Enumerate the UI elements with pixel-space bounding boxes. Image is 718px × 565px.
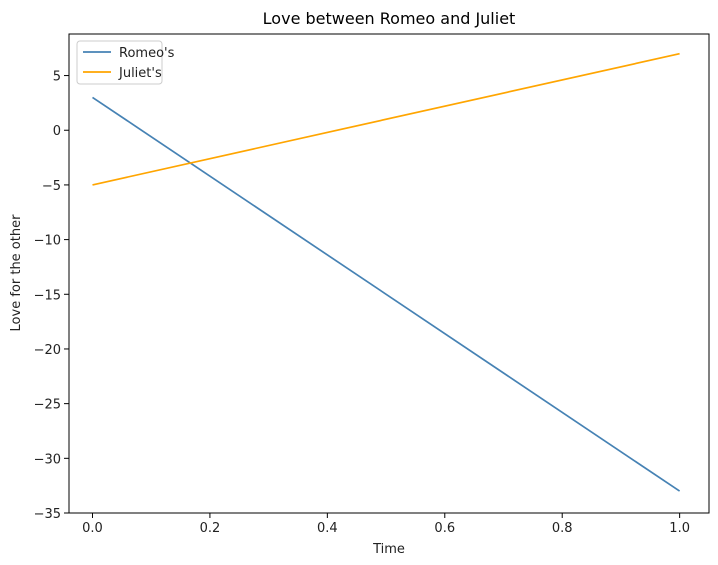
x-tick-label: 1.0: [669, 521, 690, 536]
x-axis-label: Time: [372, 542, 405, 557]
y-tick-label: −20: [34, 343, 61, 358]
y-axis-ticks: −35 −30 −25 −20 −15 −10 −5 0 5: [34, 70, 69, 522]
x-tick-label: 0.2: [200, 521, 221, 536]
legend: Romeo's Juliet's: [76, 40, 175, 85]
legend-label-romeo-s: Romeo's: [119, 46, 175, 61]
y-tick-label: 0: [53, 124, 61, 139]
x-tick-label: 0.0: [82, 521, 103, 536]
x-tick-label: 0.8: [552, 521, 573, 536]
y-tick-label: −10: [34, 234, 61, 249]
x-axis-ticks: 0.0 0.2 0.4 0.6 0.8 1.0: [82, 513, 690, 536]
chart-title: Love between Romeo and Juliet: [263, 9, 516, 28]
y-tick-label: 5: [53, 70, 61, 85]
x-tick-label: 0.4: [317, 521, 338, 536]
series-layer: [92, 52, 681, 492]
y-tick-label: −5: [42, 179, 61, 194]
y-tick-label: −25: [34, 398, 61, 413]
series-line-juliet-s: [92, 52, 680, 186]
y-tick-label: −15: [34, 288, 61, 303]
x-tick-label: 0.6: [434, 521, 455, 536]
plot-area: [68, 33, 710, 514]
y-tick-label: −30: [34, 452, 61, 467]
plot-frame: [68, 33, 710, 514]
legend-label-juliet-s: Juliet's: [118, 66, 162, 81]
y-tick-label: −35: [34, 507, 61, 522]
y-axis-label: Love for the other: [9, 214, 24, 332]
